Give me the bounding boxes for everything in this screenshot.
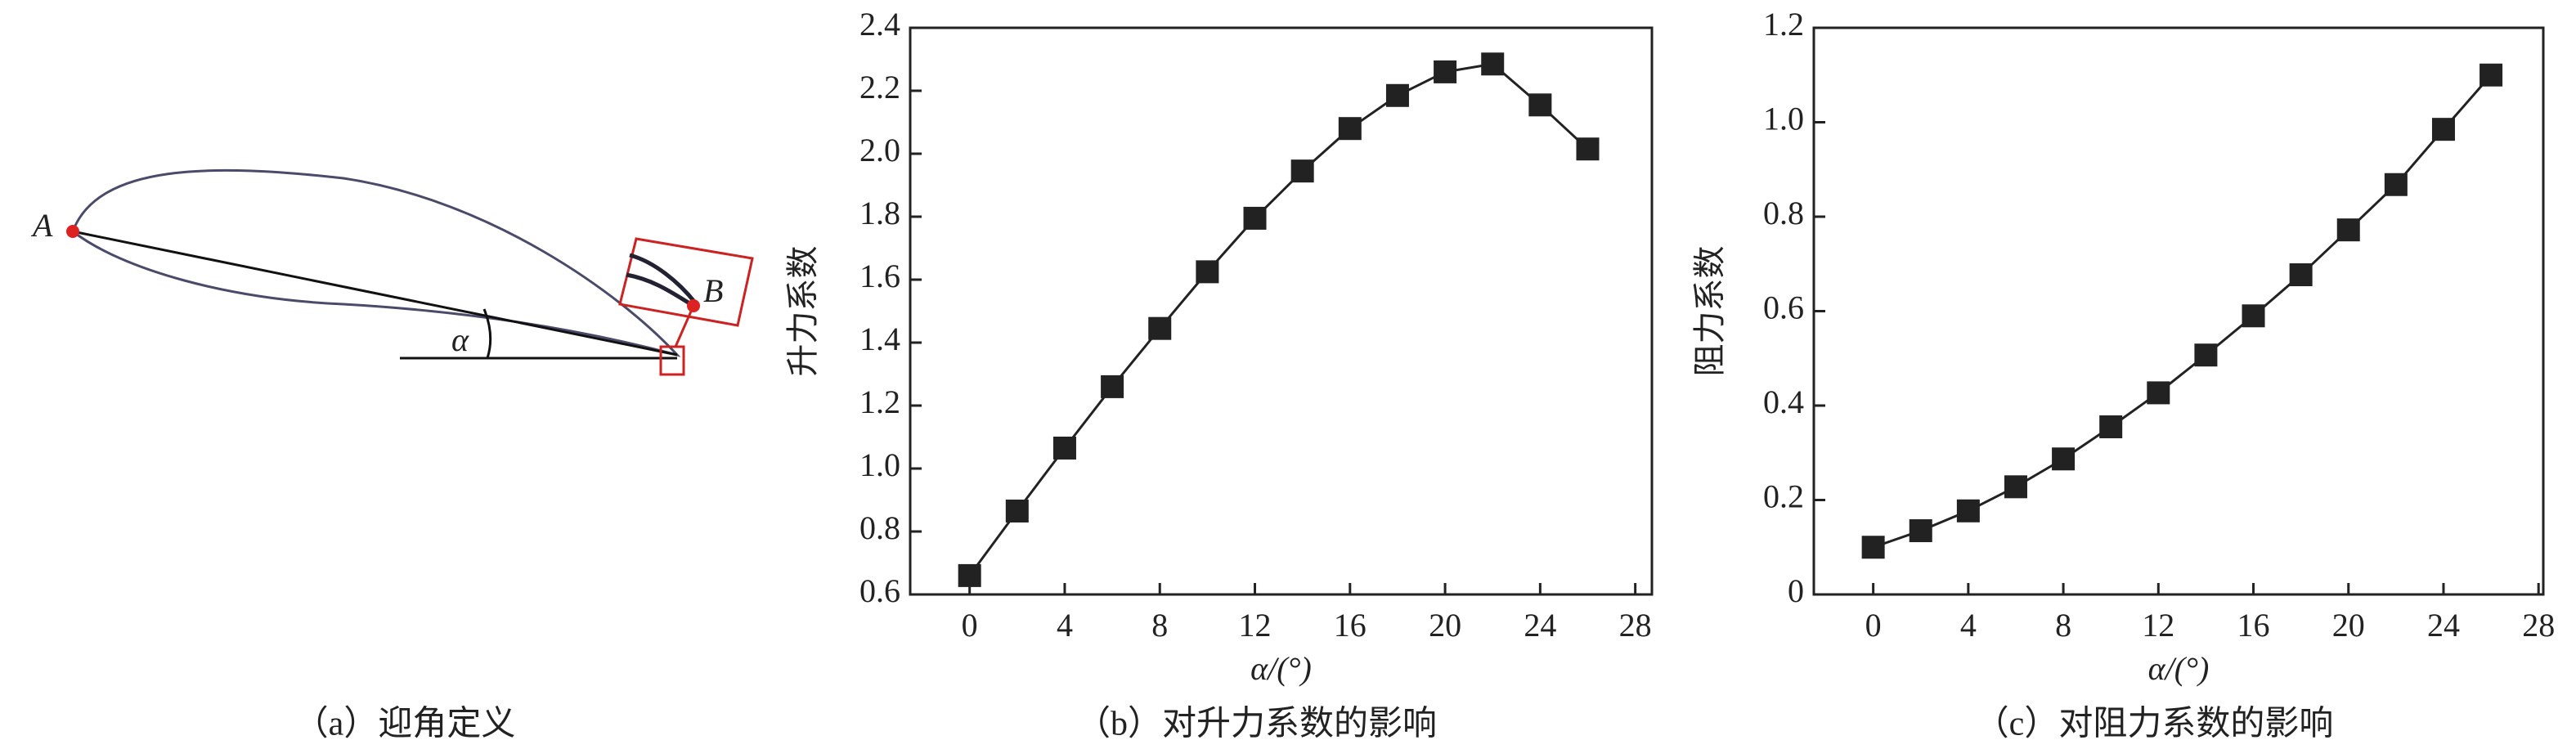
marker: [2431, 118, 2455, 141]
y-axis-label: 升力系数: [784, 246, 821, 377]
airfoil: [71, 168, 681, 357]
marker: [1434, 60, 1457, 83]
label-b: B: [703, 272, 723, 309]
detail-box: [659, 345, 685, 376]
marker: [1528, 93, 1552, 117]
y-tick-label: 0.6: [859, 572, 900, 609]
y-tick-label: 0.6: [1763, 289, 1804, 326]
chord-line: [72, 230, 678, 357]
airfoil-diagram: A B α （a）迎角定义: [30, 168, 754, 743]
marker: [1101, 374, 1124, 398]
y-tick-label: 2.4: [859, 6, 900, 43]
point-a: [66, 225, 79, 238]
y-tick-label: 1.8: [859, 195, 900, 231]
x-tick-label: 12: [2142, 607, 2174, 644]
x-tick-label: 16: [1334, 607, 1367, 644]
caption: （c）对阻力系数的影响: [1975, 706, 2334, 743]
marker: [2480, 63, 2503, 87]
y-tick-label: 1.0: [859, 446, 900, 483]
x-tick-label: 24: [1524, 607, 1556, 644]
x-tick-label: 0: [1865, 607, 1882, 644]
marker: [2147, 381, 2170, 405]
x-axis-label: α/(°): [2148, 650, 2210, 687]
marker: [1290, 159, 1314, 183]
y-tick-label: 0.8: [859, 509, 900, 546]
marker: [2336, 218, 2360, 242]
zoom-edge: [629, 253, 697, 304]
marker: [1148, 316, 1172, 340]
x-tick-label: 24: [2427, 607, 2460, 644]
y-tick-label: 2.2: [859, 69, 900, 105]
marker: [1005, 499, 1029, 523]
y-tick-label: 0.2: [1763, 478, 1804, 515]
y-tick-label: 1.6: [859, 258, 900, 294]
marker: [1196, 260, 1219, 284]
y-axis-label: 阻力系数: [1691, 246, 1728, 377]
y-tick-label: 0: [1788, 572, 1804, 609]
marker: [1481, 52, 1505, 76]
zoom-box: [618, 237, 754, 327]
x-tick-label: 4: [1057, 607, 1073, 644]
angle-arc: [482, 308, 492, 359]
x-tick-label: 28: [1619, 607, 1652, 644]
y-tick-label: 1.2: [1763, 6, 1804, 43]
x-tick-label: 0: [962, 607, 978, 644]
x-tick-label: 16: [2237, 607, 2270, 644]
marker: [2194, 343, 2218, 367]
caption: （b）对升力系数的影响: [1076, 706, 1437, 743]
y-tick-label: 0.4: [1763, 383, 1804, 420]
marker: [2099, 415, 2123, 438]
marker: [1052, 436, 1076, 460]
y-tick-label: 0.8: [1763, 195, 1804, 231]
plot-frame: [1812, 26, 2545, 596]
zoom-edge: [626, 272, 695, 308]
x-tick-label: 20: [1429, 607, 1461, 644]
y-tick-label: 2.0: [859, 132, 900, 168]
marker: [1243, 206, 1267, 230]
marker: [2289, 263, 2313, 287]
x-tick-label: 20: [2332, 607, 2365, 644]
marker: [1385, 83, 1409, 107]
marker: [958, 563, 981, 587]
label-alpha: α: [451, 321, 469, 358]
series-line: [1873, 74, 2493, 549]
label-a: A: [30, 207, 53, 244]
marker: [1956, 499, 1980, 523]
marker: [1861, 536, 1885, 559]
x-tick-label: 8: [2055, 607, 2071, 644]
y-tick-label: 1.2: [859, 383, 900, 420]
x-tick-label: 12: [1239, 607, 1272, 644]
x-tick-label: 28: [2522, 607, 2555, 644]
marker: [2384, 173, 2408, 196]
marker: [2004, 475, 2027, 499]
plot-frame: [909, 26, 1654, 596]
marker: [2052, 447, 2076, 471]
x-axis-label: α/(°): [1250, 650, 1312, 687]
marker: [1909, 519, 1932, 543]
caption: （a）迎角定义: [294, 705, 516, 743]
connector: [674, 305, 695, 348]
marker: [1338, 117, 1362, 141]
y-tick-label: 1.0: [1763, 101, 1804, 137]
x-tick-label: 8: [1151, 607, 1168, 644]
marker: [2242, 304, 2265, 328]
x-tick-label: 4: [1960, 607, 1977, 644]
series-line: [968, 62, 1589, 576]
y-tick-label: 1.4: [859, 321, 900, 357]
point-b: [687, 299, 700, 312]
marker: [1576, 137, 1600, 161]
